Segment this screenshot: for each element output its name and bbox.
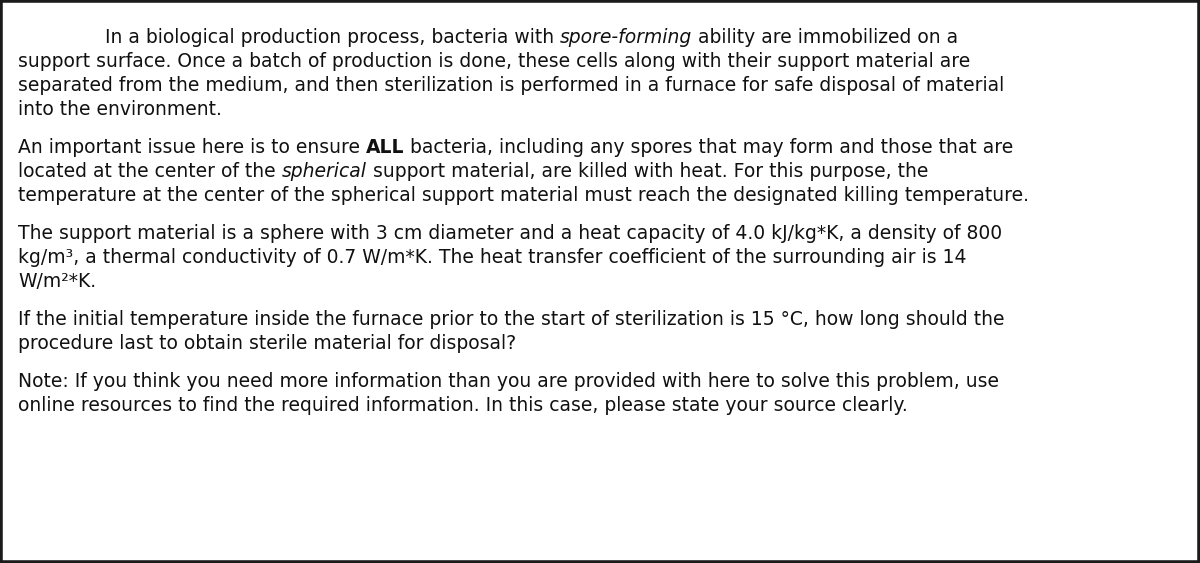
Text: Note: If you think you need more information than you are provided with here to : Note: If you think you need more informa… bbox=[18, 372, 998, 391]
Text: W/m²*K.: W/m²*K. bbox=[18, 272, 96, 291]
Text: spherical: spherical bbox=[282, 162, 367, 181]
Text: separated from the medium, and then sterilization is performed in a furnace for : separated from the medium, and then ster… bbox=[18, 76, 1004, 95]
Text: An important issue here is to ensure: An important issue here is to ensure bbox=[18, 138, 366, 157]
Text: spore-forming: spore-forming bbox=[560, 28, 692, 47]
Text: ALL: ALL bbox=[366, 138, 404, 157]
Text: support material, are killed with heat. For this purpose, the: support material, are killed with heat. … bbox=[367, 162, 928, 181]
Text: located at the center of the: located at the center of the bbox=[18, 162, 282, 181]
Text: into the environment.: into the environment. bbox=[18, 100, 222, 119]
Text: procedure last to obtain sterile material for disposal?: procedure last to obtain sterile materia… bbox=[18, 334, 516, 353]
Text: support surface. Once a batch of production is done, these cells along with thei: support surface. Once a batch of product… bbox=[18, 52, 971, 71]
Text: temperature at the center of the spherical support material must reach the desig: temperature at the center of the spheric… bbox=[18, 186, 1030, 205]
Text: ability are immobilized on a: ability are immobilized on a bbox=[692, 28, 959, 47]
Text: The support material is a sphere with 3 cm diameter and a heat capacity of 4.0 k: The support material is a sphere with 3 … bbox=[18, 224, 1002, 243]
Text: online resources to find the required information. In this case, please state yo: online resources to find the required in… bbox=[18, 396, 907, 415]
Text: kg/m³, a thermal conductivity of 0.7 W/m*K. The heat transfer coefficient of the: kg/m³, a thermal conductivity of 0.7 W/m… bbox=[18, 248, 966, 267]
Text: In a biological production process, bacteria with: In a biological production process, bact… bbox=[106, 28, 560, 47]
Text: bacteria, including any spores that may form and those that are: bacteria, including any spores that may … bbox=[404, 138, 1014, 157]
Text: If the initial temperature inside the furnace prior to the start of sterilizatio: If the initial temperature inside the fu… bbox=[18, 310, 1004, 329]
